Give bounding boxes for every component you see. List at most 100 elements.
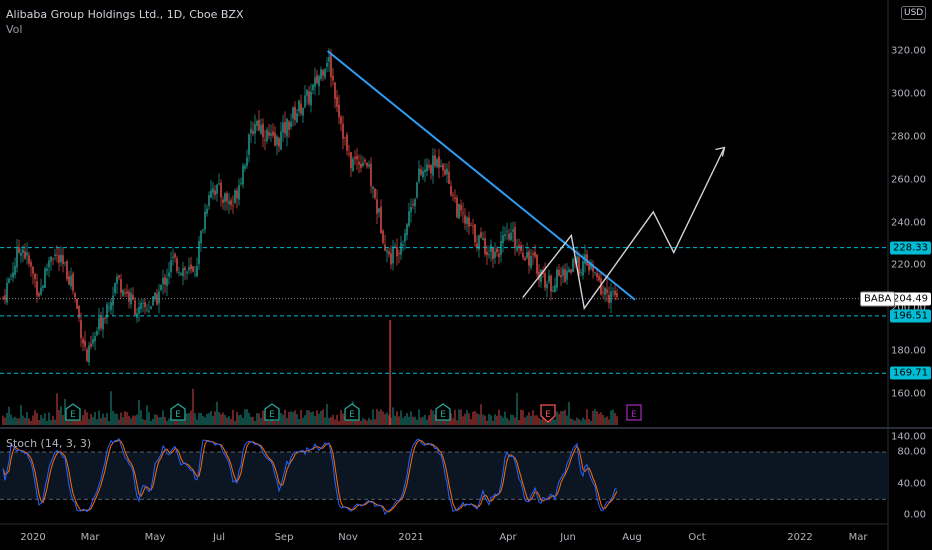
volume-bar xyxy=(374,419,376,425)
candle-body xyxy=(346,134,348,151)
candle-body xyxy=(378,208,380,213)
candle-body xyxy=(324,69,326,78)
candle-body xyxy=(316,75,318,84)
volume-bar xyxy=(382,411,384,425)
earnings-marker-green[interactable]: E xyxy=(170,403,186,421)
volume-bar xyxy=(404,416,406,425)
candle-body xyxy=(388,251,390,255)
volume-bar xyxy=(280,412,282,425)
candle-body xyxy=(184,267,186,270)
volume-bar xyxy=(434,414,436,425)
volume-label[interactable]: Vol xyxy=(6,23,23,36)
candle-body xyxy=(176,258,178,272)
candle-body xyxy=(118,275,120,278)
candle-body xyxy=(494,251,496,258)
candle-body xyxy=(314,77,316,87)
candle-body xyxy=(106,304,108,318)
volume-bar xyxy=(38,420,40,425)
volume-bar xyxy=(246,409,248,425)
volume-bar xyxy=(116,413,118,425)
stoch-label[interactable]: Stoch (14, 3, 3) xyxy=(6,437,92,450)
candle-body xyxy=(334,82,336,99)
volume-bar xyxy=(204,417,206,425)
volume-bar xyxy=(500,415,502,425)
volume-bar xyxy=(220,414,222,425)
candle-body xyxy=(490,244,492,253)
stoch-k-line xyxy=(2,437,618,516)
volume-bar xyxy=(556,411,558,425)
candle-body xyxy=(546,284,548,289)
symbol-badge[interactable]: BABA xyxy=(860,291,896,307)
candle-body xyxy=(328,56,330,62)
candle-body xyxy=(258,120,260,131)
currency-badge[interactable]: USD xyxy=(901,6,927,20)
candle-body xyxy=(64,262,66,264)
candle-body xyxy=(478,235,480,250)
earnings-marker-green[interactable]: E xyxy=(65,403,81,421)
volume-bar xyxy=(16,418,18,425)
candle-body xyxy=(194,274,196,276)
volume-bar xyxy=(254,420,256,425)
candle-body xyxy=(14,265,16,275)
horizontal-levels[interactable] xyxy=(0,247,888,374)
volume-bar xyxy=(574,420,576,425)
candle-body xyxy=(596,273,598,278)
earnings-marker-red[interactable]: E xyxy=(540,404,556,423)
volume-bar xyxy=(228,416,230,425)
candle-body xyxy=(308,91,310,104)
stoch-tick: 40.00 xyxy=(897,478,926,489)
volume-bar xyxy=(32,415,34,425)
candle-body xyxy=(426,164,428,171)
chart-legend: Alibaba Group Holdings Ltd., 1D, Cboe BZ… xyxy=(6,7,244,37)
candle-body xyxy=(480,232,482,238)
volume-bar xyxy=(68,416,70,425)
volume-bar xyxy=(300,409,302,425)
volume-bar xyxy=(104,417,106,425)
candle-body xyxy=(530,255,532,268)
volume-bar xyxy=(10,414,12,425)
candle-body xyxy=(78,306,80,318)
candle-body xyxy=(442,164,444,171)
candle-body xyxy=(144,302,146,308)
volume-bar xyxy=(178,419,180,425)
volume-bar xyxy=(416,419,418,425)
candle-body xyxy=(336,97,338,107)
candle-body xyxy=(30,262,32,267)
volume-bar xyxy=(112,410,114,425)
volume-bar xyxy=(338,420,340,425)
candle-body xyxy=(158,291,160,304)
candle-body xyxy=(250,128,252,134)
candle-body xyxy=(548,275,550,282)
earnings-marker-green[interactable]: E xyxy=(435,403,451,421)
time-tick: 2022 xyxy=(787,532,813,543)
candle-body xyxy=(20,252,22,256)
volume-bar xyxy=(488,413,490,425)
earnings-marker-green[interactable]: E xyxy=(264,403,280,421)
candle-body xyxy=(246,157,248,166)
candle-body xyxy=(340,116,342,124)
candle-body xyxy=(222,199,224,203)
earnings-marker-purple[interactable]: E xyxy=(626,404,642,421)
earnings-marker-green[interactable]: E xyxy=(344,403,360,421)
candle-body xyxy=(226,193,228,202)
candle-body xyxy=(146,309,148,311)
candle-body xyxy=(36,281,38,296)
volume-bar xyxy=(424,414,426,425)
candle-body xyxy=(70,275,72,287)
volume-bar xyxy=(62,414,64,425)
candle-body xyxy=(458,204,460,219)
candle-body xyxy=(2,297,4,299)
volume-bar xyxy=(282,414,284,425)
chart-title[interactable]: Alibaba Group Holdings Ltd., 1D, Cboe BZ… xyxy=(6,8,244,21)
candle-body xyxy=(446,168,448,175)
volume-bar xyxy=(46,420,48,425)
price-tick: 300.00 xyxy=(891,88,926,100)
volume-bar xyxy=(410,411,412,425)
volume-bar xyxy=(78,418,80,425)
candle-body xyxy=(468,217,470,227)
volume-bar xyxy=(326,403,328,425)
drawings[interactable] xyxy=(326,50,726,311)
